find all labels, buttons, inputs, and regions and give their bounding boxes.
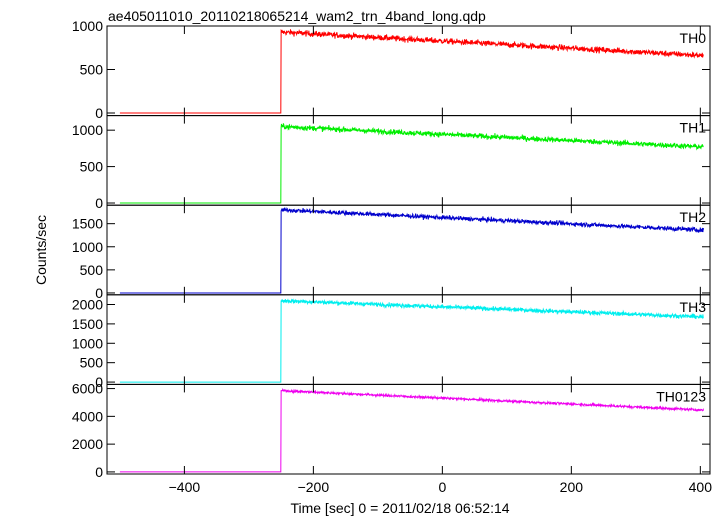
series-line-th1	[119, 123, 704, 204]
x-tick-label: −200	[298, 479, 330, 495]
y-tick-label: 1000	[72, 239, 103, 255]
y-tick-label: 4000	[72, 408, 103, 424]
panels: 0 500 1000 TH0 0 500 1000 TH1 0 500 1000 1500 TH2 0 50…	[72, 18, 712, 495]
series-label-th0: TH0	[680, 30, 707, 46]
series-line-th0123	[119, 387, 705, 473]
y-axis-label: Counts/sec	[33, 215, 49, 285]
series-label-th1: TH1	[680, 120, 707, 136]
y-tick-label: 500	[80, 159, 104, 175]
x-tick-label: 400	[689, 479, 713, 495]
y-tick-label: 0	[95, 195, 103, 211]
panel-frame	[106, 383, 711, 475]
y-tick-label: 0	[95, 464, 103, 480]
x-tick-label: 200	[560, 479, 584, 495]
y-tick-label: 1000	[72, 122, 103, 138]
panel-frame	[106, 204, 711, 296]
series-line-th2	[119, 207, 705, 294]
panel-th3: 0 500 1000 1500 2000 TH3	[72, 294, 711, 390]
series-line-th0	[119, 29, 704, 114]
series-line-th3	[119, 298, 704, 383]
x-tick-label: 0	[438, 479, 446, 495]
panel-th0123: 0 2000 4000 6000 TH0123	[72, 381, 711, 480]
y-tick-label: 2000	[72, 296, 103, 312]
series-label-th0123: TH0123	[656, 388, 706, 404]
y-tick-label: 500	[80, 61, 104, 77]
y-tick-label: 500	[80, 262, 104, 278]
y-tick-label: 0	[95, 105, 103, 121]
y-tick-label: 1000	[72, 335, 103, 351]
series-label-th3: TH3	[680, 299, 707, 315]
y-tick-label: 1500	[72, 216, 103, 232]
y-tick-label: 1500	[72, 316, 103, 332]
x-axis-label: Time [sec] 0 = 2011/02/18 06:52:14	[290, 500, 509, 516]
y-tick-label: 2000	[72, 436, 103, 452]
panel-th1: 0 500 1000 TH1	[72, 115, 711, 211]
panel-frame	[106, 115, 711, 206]
panel-th0: 0 500 1000 TH0	[72, 18, 711, 121]
y-tick-label: 0	[95, 374, 103, 390]
y-tick-label: 6000	[72, 381, 103, 397]
x-tick-label: −400	[169, 479, 201, 495]
panel-frame	[106, 294, 711, 385]
panel-th2: 0 500 1000 1500 TH2	[72, 204, 711, 301]
y-tick-label: 0	[95, 285, 103, 301]
y-tick-label: 500	[80, 355, 104, 371]
y-tick-label: 1000	[72, 18, 103, 34]
chart-title: ae405011010_20110218065214_wam2_trn_4ban…	[108, 8, 486, 24]
series-label-th2: TH2	[680, 209, 707, 225]
